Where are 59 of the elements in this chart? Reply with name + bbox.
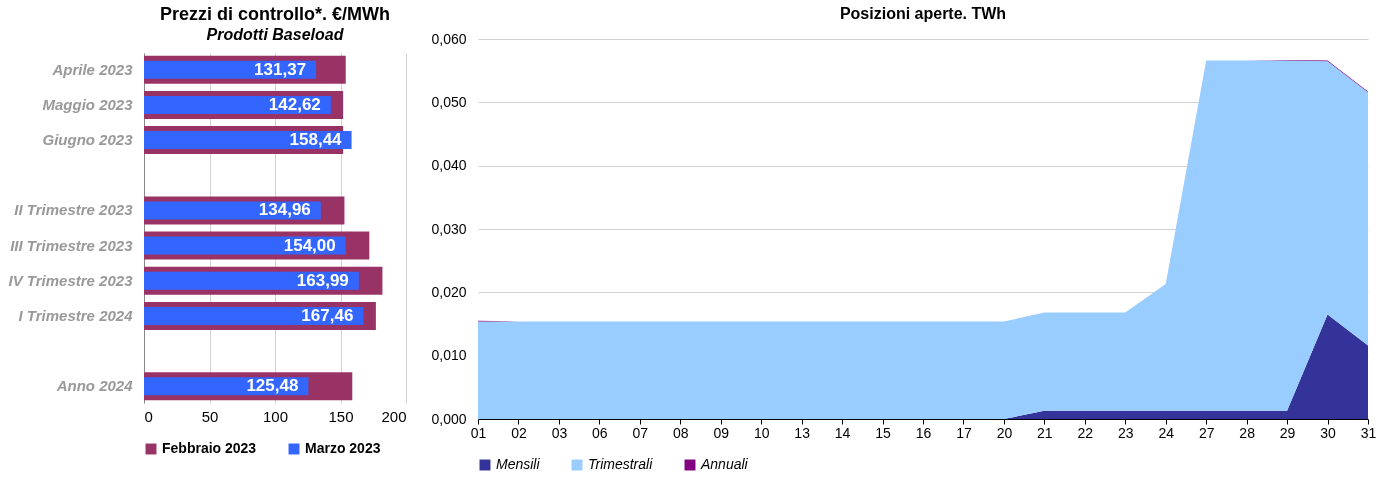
x-tick-label: 24 [1158,424,1175,441]
data-label: 163,99 [296,270,349,290]
y-tick-label: 0,000 [431,410,467,427]
data-label: 158,44 [289,130,343,150]
y-tick-label: 0,060 [431,30,467,47]
x-tick-label: 50 [201,407,219,425]
legend-label: Febbraio 2023 [162,440,257,456]
x-tick-label: 01 [470,424,487,441]
x-tick-label: 28 [1239,424,1256,441]
x-tick-label: 09 [713,424,730,441]
y-tick-label: IV Trimestre 2023 [8,271,134,289]
x-tick-label: 02 [511,424,527,441]
y-tick-label: Giugno 2023 [42,131,134,149]
x-tick-label: 200 [381,407,407,425]
legend-label: Trimestrali [588,456,654,472]
chart-title: Posizioni aperte. TWh [839,5,1007,22]
data-label: 142,62 [268,94,321,114]
y-tick-label: III Trimestre 2023 [10,236,134,254]
legend-label: Marzo 2023 [305,440,381,456]
y-tick-label: Maggio 2023 [42,95,134,113]
y-tick-label: II Trimestre 2023 [14,201,134,219]
data-label: 134,96 [258,200,311,220]
y-tick-label: Aprile 2023 [51,60,134,78]
x-tick-label: 27 [1198,424,1215,441]
y-tick-label: 0,040 [431,157,467,174]
x-tick-label: 30 [1320,424,1337,441]
x-tick-label: 15 [875,424,892,441]
x-tick-label: 0 [144,407,153,425]
x-tick-label: 29 [1279,424,1296,441]
x-tick-label: 150 [328,407,354,425]
x-tick-label: 100 [262,407,289,425]
x-tick-label: 03 [551,424,568,441]
data-label: 167,46 [301,305,354,325]
legend-label: Annuali [700,456,749,472]
y-tick-label: 0,020 [431,283,467,300]
x-tick-label: 22 [1077,424,1094,441]
y-tick-label: I Trimestre 2024 [18,306,134,324]
x-tick-label: 16 [915,424,932,441]
x-tick-label: 06 [592,424,608,441]
chart-subtitle: Prodotti Baseload [206,26,345,43]
x-tick-label: 17 [956,424,972,441]
legend-label: Mensili [496,456,541,472]
x-tick-label: 23 [1117,424,1134,441]
y-tick-label: Anno 2024 [55,377,134,395]
x-tick-label: 07 [632,424,649,441]
x-tick-label: 10 [753,424,770,441]
x-tick-label: 08 [672,424,689,441]
x-tick-label: 13 [794,424,811,441]
data-label: 131,37 [254,59,307,79]
x-tick-label: 20 [996,424,1013,441]
y-tick-label: 0,050 [431,93,467,110]
y-tick-label: 0,010 [431,347,467,364]
data-label: 154,00 [283,235,336,255]
x-tick-label: 31 [1360,424,1377,441]
x-tick-label: 21 [1037,424,1053,441]
chart-title: Prezzi di controllo*. €/MWh [159,4,391,24]
data-label: 125,48 [246,376,299,396]
y-tick-label: 0,030 [431,220,467,237]
x-tick-label: 14 [834,424,851,441]
